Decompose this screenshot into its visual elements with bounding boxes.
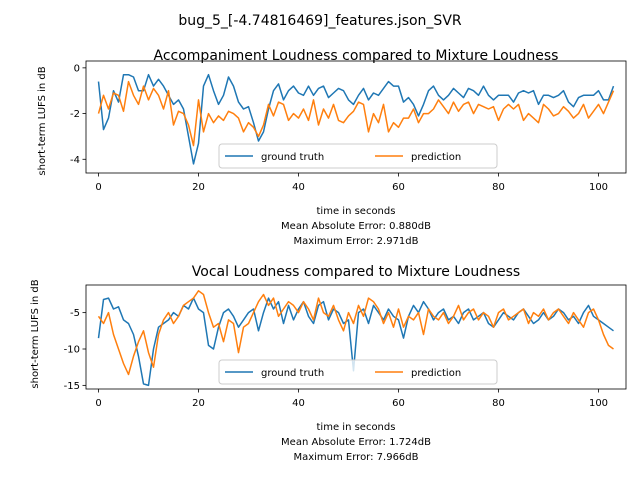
y-axis-label: short-term LUFS in dB (30, 279, 41, 388)
y-tick-label: -10 (64, 345, 80, 356)
y-tick-label: 0 (74, 63, 80, 74)
plot-area: 0 20 40 60 80 100 0 -2 -4 ground truth prediction (70, 60, 627, 193)
y-tick-label: -2 (70, 109, 80, 120)
series-line-prediction (97, 290, 614, 376)
maximum-error-note: Maximum Error: 7.966dB (293, 452, 418, 463)
x-tick-label: 100 (589, 398, 608, 409)
mean-absolute-error-note: Mean Absolute Error: 0.880dB (281, 221, 431, 232)
series-line-ground-truth (97, 73, 615, 165)
legend-label-ground-truth: ground truth (261, 368, 324, 379)
axes-frame (85, 60, 627, 174)
y-axis-label: short-term LUFS in dB (37, 66, 48, 175)
x-tick-label: 40 (292, 182, 305, 193)
mean-absolute-error-note: Mean Absolute Error: 1.724dB (281, 437, 431, 448)
maximum-error-note: Maximum Error: 2.971dB (293, 236, 418, 247)
x-axis-label: time in seconds (317, 206, 396, 217)
legend: ground truth prediction (218, 143, 498, 169)
x-tick-label: 60 (392, 182, 405, 193)
plot-area: 0 20 40 60 80 100 -5 -10 -15 ground truth predicti… (64, 284, 627, 409)
x-tick-label: 20 (192, 182, 205, 193)
x-tick-label: 60 (392, 398, 405, 409)
y-tick-label: -15 (64, 381, 80, 392)
legend-label-ground-truth: ground truth (261, 152, 324, 163)
x-tick-label: 80 (492, 182, 505, 193)
chart-title: Accompaniment Loudness compared to Mixtu… (154, 48, 559, 64)
legend-box (218, 359, 498, 385)
x-tick-label: 80 (492, 398, 505, 409)
figure-suptitle: bug_5_[-4.74816469]_features.json_SVR (178, 13, 462, 29)
x-tick-label: 20 (192, 398, 205, 409)
x-tick-label: 0 (95, 398, 101, 409)
series-line-ground-truth (97, 297, 614, 387)
legend-box (218, 143, 498, 169)
legend: ground truth prediction (218, 359, 498, 385)
y-tick-label: -5 (70, 308, 80, 319)
accompaniment-chart: Accompaniment Loudness compared to Mixtu… (37, 48, 627, 247)
x-tick-label: 100 (589, 182, 608, 193)
legend-label-prediction: prediction (411, 152, 461, 163)
x-axis-label: time in seconds (317, 422, 396, 433)
series-line-prediction (97, 80, 615, 147)
legend-label-prediction: prediction (411, 368, 461, 379)
axes-frame (85, 284, 627, 390)
chart-title: Vocal Loudness compared to Mixture Loudn… (192, 264, 520, 280)
x-tick-label: 0 (95, 182, 101, 193)
vocal-chart: Vocal Loudness compared to Mixture Loudn… (30, 264, 627, 463)
y-tick-label: -4 (70, 155, 80, 166)
x-tick-label: 40 (292, 398, 305, 409)
